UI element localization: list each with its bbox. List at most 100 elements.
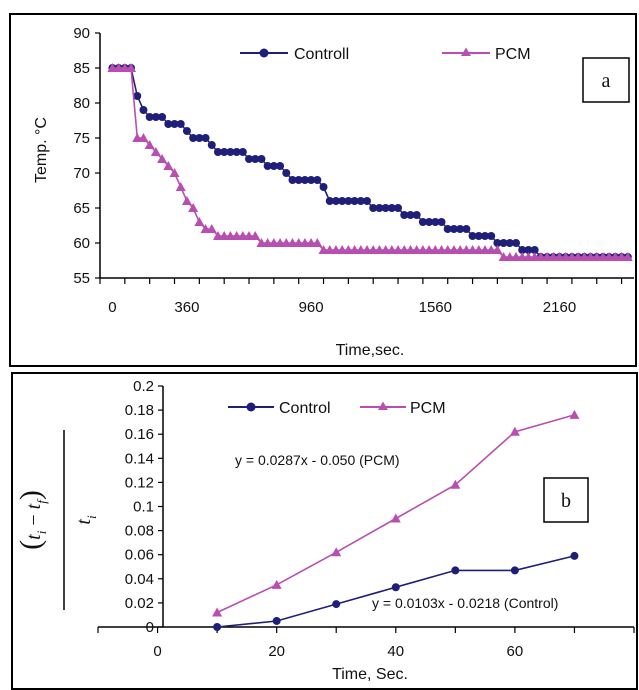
chart-a-label-box (582, 57, 630, 103)
chart-a-controll-point (133, 92, 142, 100)
chart-b-control-point (451, 566, 460, 575)
chart-a-controll-point (338, 197, 347, 205)
chart-a-controll-point (282, 169, 291, 177)
chart-b-pcm-point (271, 579, 282, 589)
chart-b-label-box (543, 477, 589, 523)
chart-b-pcm-point (509, 426, 520, 436)
chart-a-controll-point (151, 113, 160, 121)
chart-a-x-tick-label: 960 (299, 299, 324, 316)
chart-b-x-tick-label: 40 (387, 643, 404, 660)
chart-b-control-point (570, 551, 579, 560)
chart-b-y-tick-label: 0.2 (133, 378, 154, 395)
chart-a-y-axis-title: Temp. °C (33, 117, 50, 183)
chart-b-pcm-point (569, 409, 580, 419)
chart-b-control-point (510, 566, 519, 575)
chart-a-controll-point (325, 197, 334, 205)
chart-a-controll-point (164, 120, 173, 128)
chart-a-controll-point (468, 232, 477, 240)
chart-a-y-tick-label: 75 (73, 130, 90, 147)
chart-b-control-point (332, 600, 341, 609)
chart-a-y-tick-label: 70 (73, 165, 90, 182)
chart-b-control-point (391, 583, 400, 592)
chart-a-pcm-point (169, 168, 180, 177)
chart-a-pcm-point (126, 63, 137, 72)
chart-a-pcm-point (194, 217, 205, 226)
chart-a-controll-point (412, 211, 421, 219)
chart-a-controll-point (344, 197, 353, 205)
chart-a-controll-point (313, 176, 322, 184)
chart-a-controll-point (418, 218, 427, 226)
chart-a-controll-point (139, 106, 148, 114)
chart-a-controll-point (319, 183, 328, 191)
chart-a-y-tick-label: 85 (73, 60, 90, 77)
chart-a-controll-point (499, 239, 508, 247)
chart-a-series-controll-line (112, 67, 628, 258)
chart-a-pcm-point (175, 182, 186, 191)
chart-b-y-tick-label: 0.02 (125, 595, 154, 612)
chart-a-controll-point (474, 232, 483, 240)
chart-a-pcm-point (163, 161, 174, 170)
chart-a-x-tick-label: 2160 (543, 299, 576, 316)
chart-a-controll-point (387, 204, 396, 212)
chart-a-controll-point (437, 218, 446, 226)
chart-a-controll-point (213, 148, 222, 156)
chart-a-pcm-point (188, 203, 199, 212)
chart-a-controll-point (375, 204, 384, 212)
chart-a-controll-point (276, 162, 285, 170)
chart-b-y-tick-label: 0 (146, 619, 154, 636)
legend-b-control-label: Control (279, 400, 331, 417)
chart-b-pcm-point (390, 513, 401, 523)
chart-a-pcm-point (250, 231, 261, 240)
chart-a-series-pcm-line (112, 67, 628, 258)
chart-a-pcm-point (150, 147, 161, 156)
chart-a-pcm-point (492, 245, 503, 254)
chart-b-legend: Control PCM (228, 400, 446, 417)
chart-a-controll-point (288, 176, 297, 184)
chart-a-x-tick-label: 1560 (419, 299, 452, 316)
chart-a-controll-point (406, 211, 415, 219)
chart-a-controll-point (394, 204, 403, 212)
chart-a-controll-point (263, 162, 272, 170)
chart-a-controll-point (518, 246, 527, 254)
chart-b-control-equation: y = 0.0103x - 0.0218 (Control) (372, 595, 558, 611)
chart-a-controll-point (226, 148, 235, 156)
chart-a-controll-point (512, 239, 521, 247)
chart-a-controll-point (257, 155, 266, 163)
chart-a-controll-point (220, 148, 229, 156)
chart-a-controll-point (356, 197, 365, 205)
chart-b-y-tick-label: 0.08 (125, 523, 154, 540)
chart-a-controll-point (530, 246, 539, 254)
chart-a-controll-point (369, 204, 378, 212)
chart-a-controll-point (449, 225, 458, 233)
legend-b-pcm-marker (378, 401, 388, 410)
chart-b-y-numerator: (ti − tf) (14, 490, 49, 550)
chart-b-y-tick-label: 0.1 (133, 499, 154, 516)
chart-a-frame (9, 13, 637, 367)
chart-a-controll-point (269, 162, 278, 170)
chart-b-pcm-point (450, 479, 461, 489)
chart-a-controll-point (251, 155, 260, 163)
chart-a-controll-point (431, 218, 440, 226)
chart-a-controll-point (331, 197, 340, 205)
chart-a-controll-point (238, 148, 247, 156)
chart-a-controll-point (456, 225, 465, 233)
chart-b-pcm-equation: y = 0.0287x - 0.050 (PCM) (235, 452, 400, 468)
chart-a-controll-point (505, 239, 514, 247)
chart-a-controll-point (307, 176, 316, 184)
chart-a-pcm-point (622, 252, 633, 261)
legend-a-controll-label: Controll (294, 46, 349, 63)
chart-a-x-tick-label: 360 (174, 299, 199, 316)
chart-a: 55 60 65 70 75 80 85 90 0 360 960 1560 2160 Temp. °… (9, 13, 637, 367)
chart-b-y-tick-label: 0.16 (125, 426, 154, 443)
chart-a-controll-point (300, 176, 309, 184)
chart-b-control-point (213, 623, 222, 631)
legend-a-controll-marker (259, 48, 269, 58)
legend-a-pcm-label: PCM (495, 46, 531, 63)
chart-a-controll-point (425, 218, 434, 226)
chart-a-y-tick-label: 80 (73, 95, 90, 112)
chart-a-x-axis-title: Time,sec. (336, 342, 405, 359)
chart-a-y-tick-label: 65 (73, 200, 90, 217)
chart-a-label: a (602, 70, 611, 92)
chart-b-pcm-point (331, 547, 342, 557)
